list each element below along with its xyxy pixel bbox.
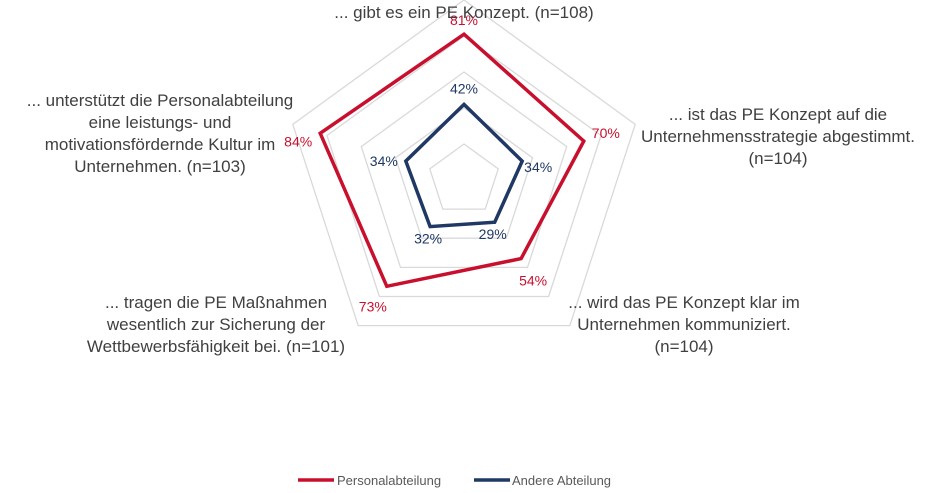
axis-label-4-line-1: eine leistungs- und [89,113,232,132]
grid-ring-40 [394,107,534,239]
axis-label-0-line-0: ... gibt es ein PE Konzept. (n=108) [334,3,593,22]
axis-label-3-line-1: wesentlich zur Sicherung der [106,315,326,334]
axis-label-2-line-2: (n=104) [654,337,713,356]
value-label-s1-3: 32% [414,231,442,247]
value-label-s0-0: 81% [450,12,478,28]
value-label-s0-3: 73% [359,298,387,314]
value-label-s0-2: 54% [519,273,547,289]
value-label-s1-1: 34% [524,159,552,175]
axis-label-1-line-2: (n=104) [748,149,807,168]
axis-label-1-line-1: Unternehmensstrategie abgestimmt. [641,127,915,146]
axis-label-2-line-0: ... wird das PE Konzept klar im [568,293,799,312]
axis-label-2-line-1: Unternehmen kommuniziert. [577,315,791,334]
value-labels: 81% 70% 54% 73% 84% 42% 34% 29% 32% 34% [284,12,620,314]
value-label-s0-1: 70% [592,125,620,141]
grid-ring-60 [360,71,568,269]
axis-labels: ... gibt es ein PE Konzept. (n=108) ... i… [27,3,915,356]
value-label-s0-4: 84% [284,133,312,149]
axis-label-4-line-0: ... unterstützt die Personalabteilung [27,91,294,110]
axis-label-1-line-0: ... ist das PE Konzept auf die [669,105,887,124]
grid-ring-80 [326,35,602,298]
axis-label-3-line-0: ... tragen die PE Maßnahmen [105,293,327,312]
grid-ring-100 [292,0,636,327]
series-1-polygon [403,101,525,229]
legend-label-1: Andere Abteilung [512,473,611,488]
radar-series [318,31,586,289]
legend: Personalabteilung Andere Abteilung [298,473,611,488]
value-label-s1-4: 34% [370,153,398,169]
value-label-s1-0: 42% [450,80,478,96]
axis-label-4-line-3: Unternehmen. (n=103) [74,157,246,176]
axis-label-3-line-2: Wettbewerbsfähigkeit bei. (n=101) [87,337,345,356]
axis-label-4-line-2: motivationsfördernde Kultur im [45,135,276,154]
legend-label-0: Personalabteilung [337,473,441,488]
series-0-polygon [318,31,586,289]
value-label-s1-2: 29% [479,226,507,242]
radar-grid [292,0,636,327]
grid-ring-20 [429,143,499,210]
